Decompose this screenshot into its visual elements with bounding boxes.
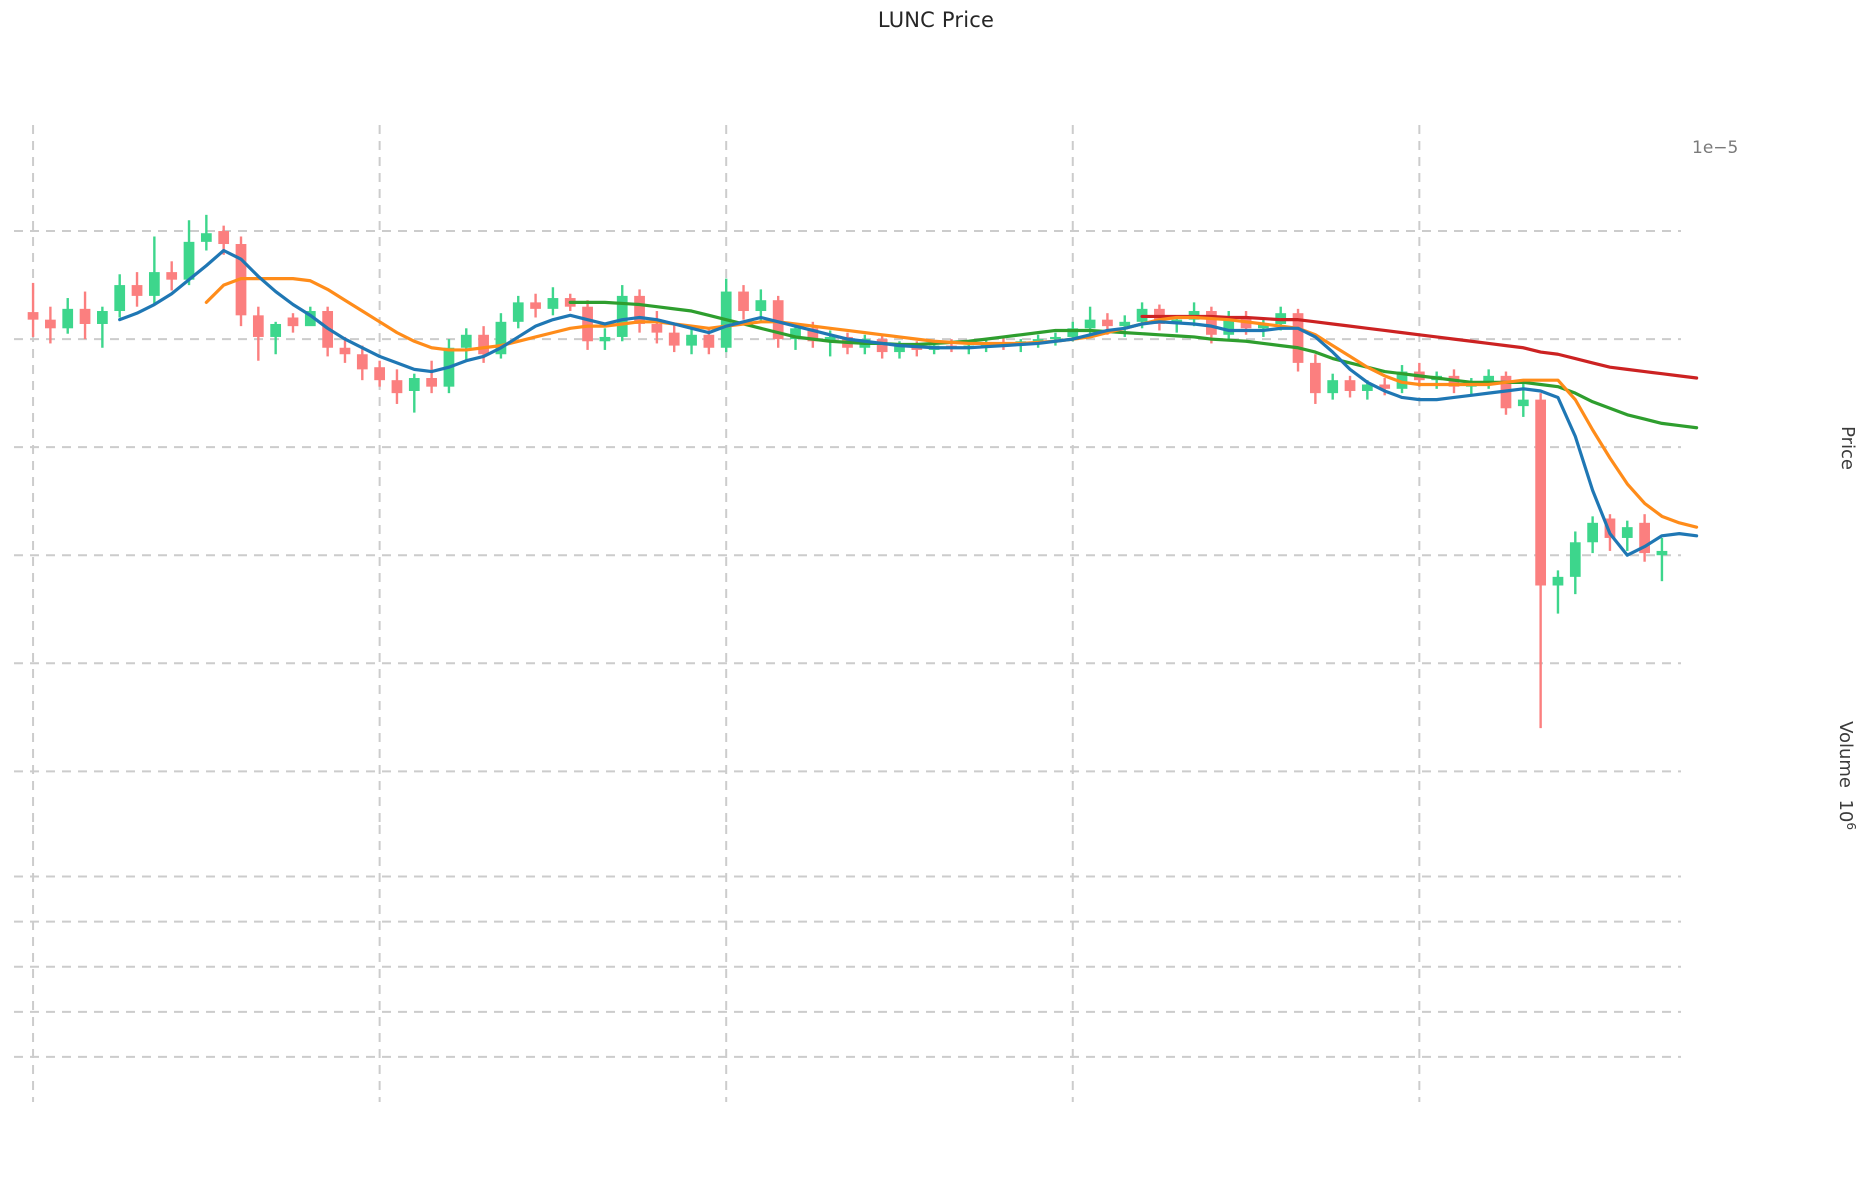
grid-lines (14, 125, 1681, 1102)
chart-title: LUNC Price (877, 8, 995, 32)
y-axis-offset-label: 1e−5 (1692, 138, 1739, 158)
